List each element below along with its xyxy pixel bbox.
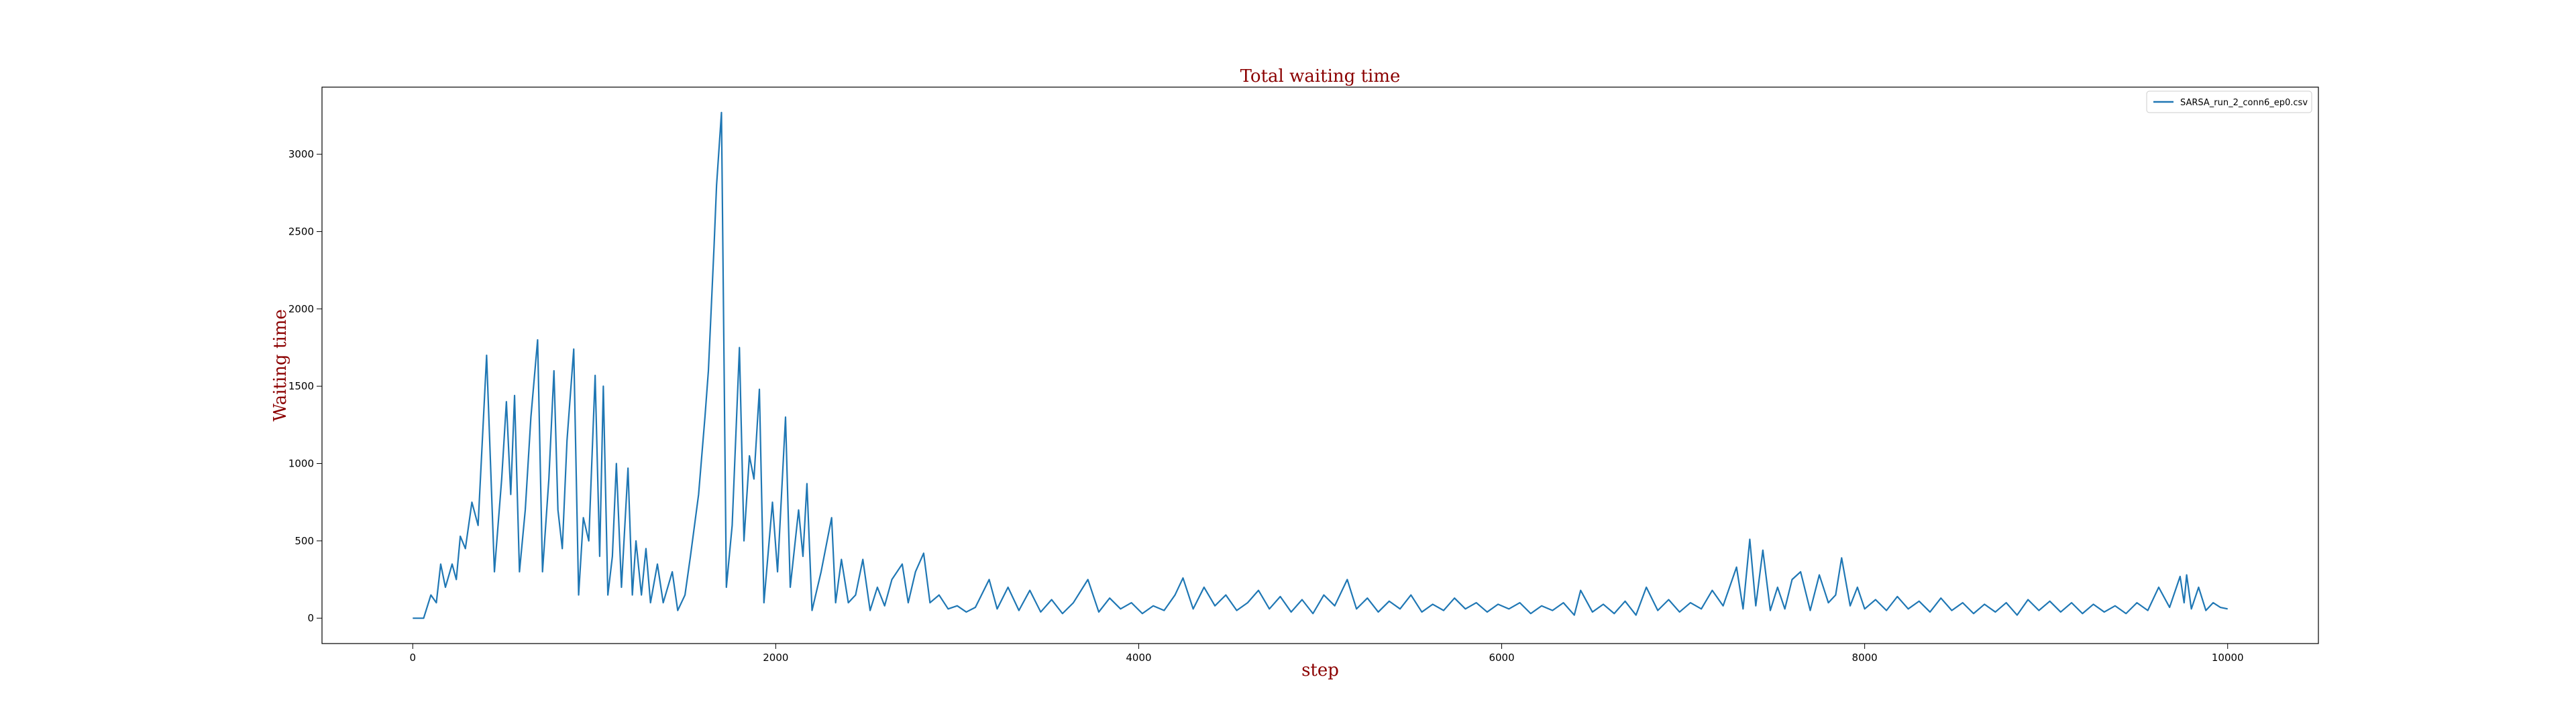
y-tick-label: 1500 (288, 380, 314, 392)
plot-frame (321, 86, 2319, 644)
legend-label: SARSA_run_2_conn6_ep0.csv (2180, 98, 2308, 108)
y-tick-label: 0 (307, 612, 314, 624)
x-tick-label: 4000 (1126, 652, 1151, 664)
y-tick-label: 2000 (288, 303, 314, 315)
data-line (413, 111, 2228, 619)
y-tick-label: 3000 (288, 148, 314, 160)
y-tick-label: 1000 (288, 457, 314, 469)
y-tick-label: 500 (294, 535, 314, 547)
x-tick-label: 6000 (1489, 652, 1514, 664)
legend-box (2146, 90, 2312, 113)
x-tick-label: 2000 (763, 652, 788, 664)
chart-title: Total waiting time (1240, 66, 1401, 86)
x-axis-label: step (1301, 660, 1339, 680)
y-tick-label: 2500 (288, 225, 314, 237)
x-tick-label: 8000 (1852, 652, 1878, 664)
y-axis-label: Waiting time (270, 309, 290, 422)
x-tick-label: 10000 (2212, 652, 2244, 664)
x-tick-label: 0 (409, 652, 416, 664)
